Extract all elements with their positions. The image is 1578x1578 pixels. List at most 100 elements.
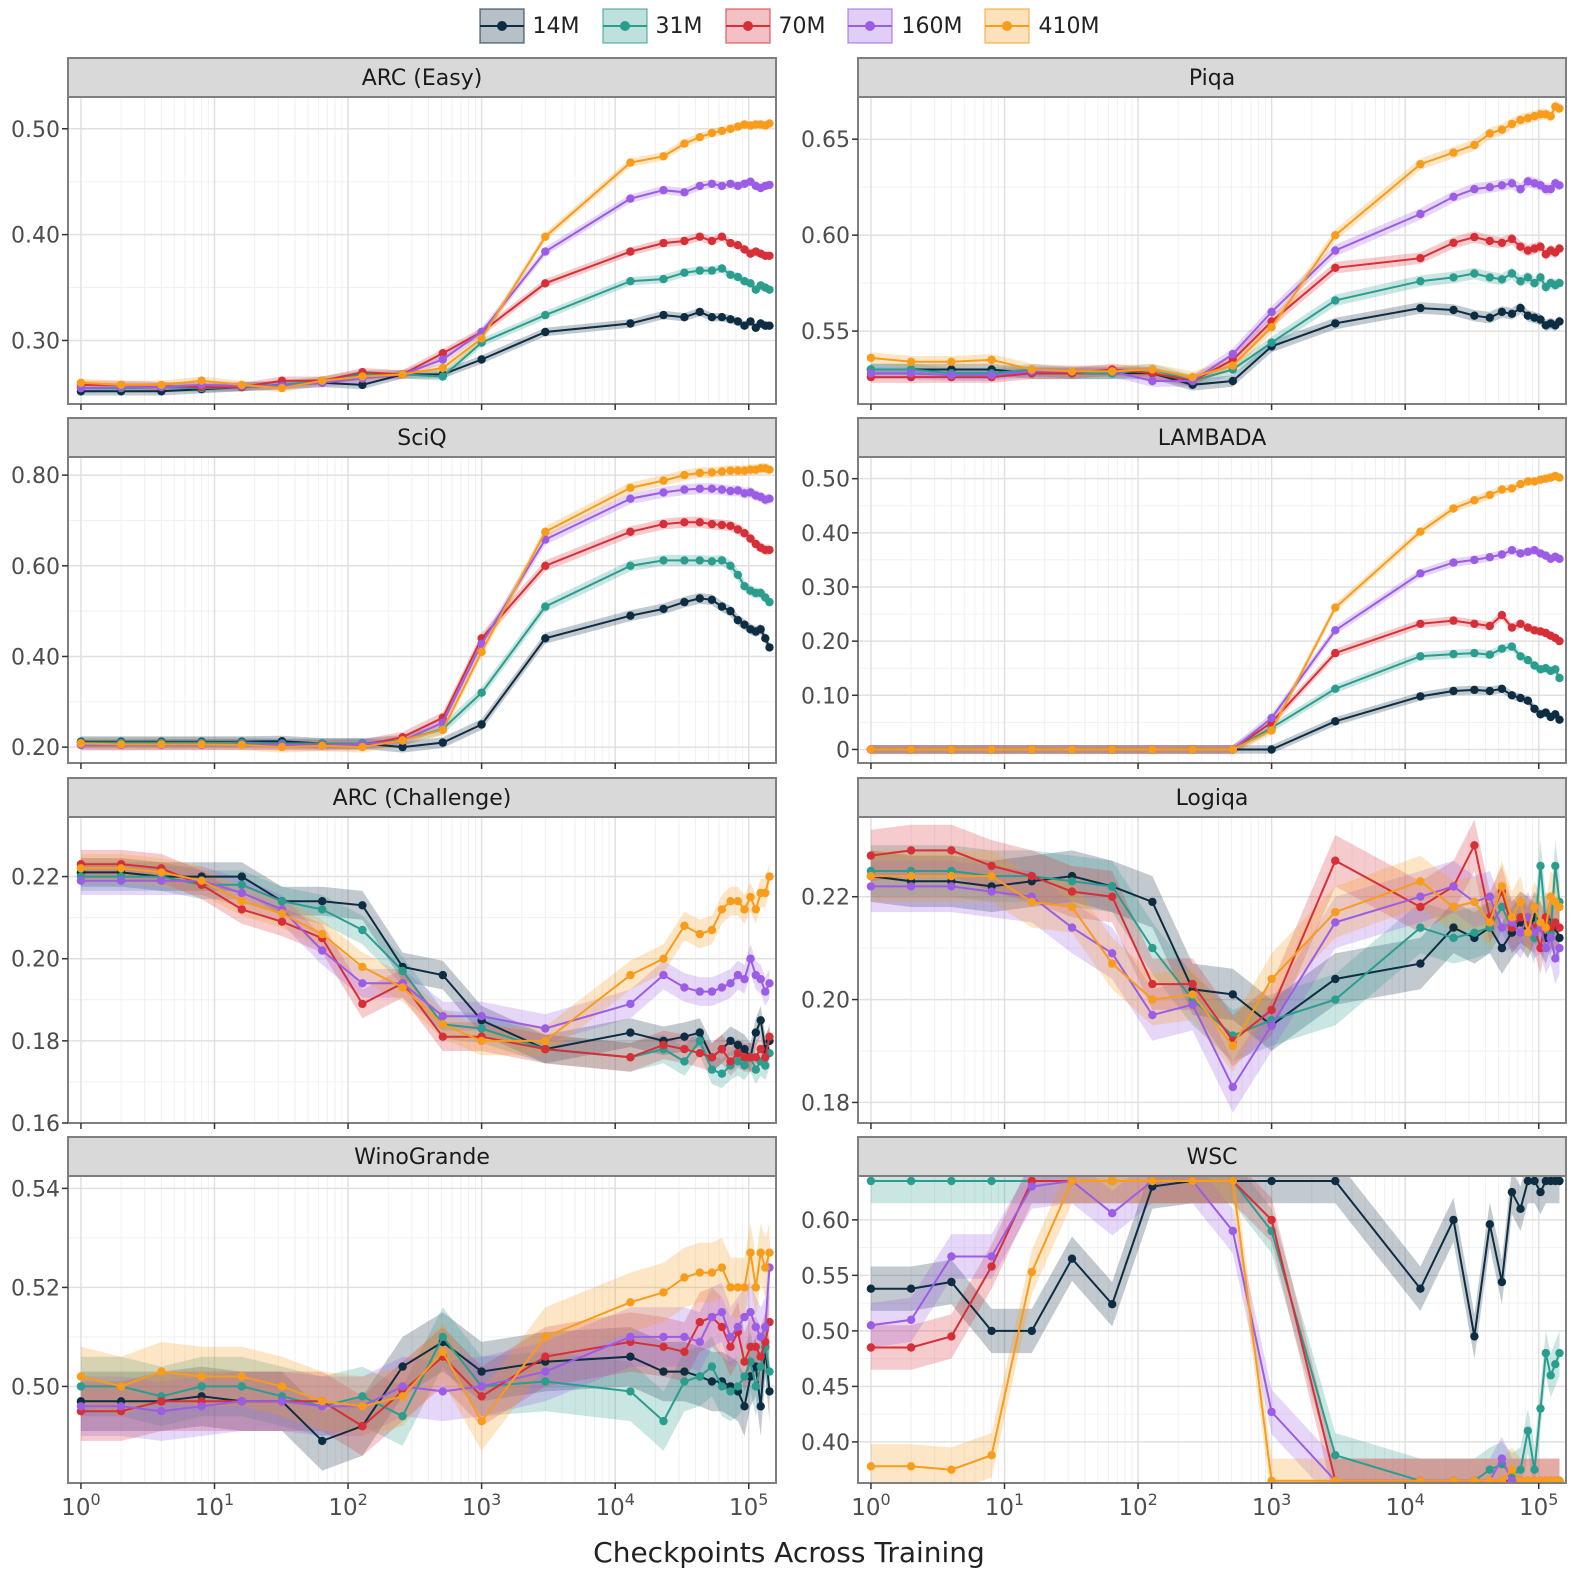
- data-point-410m: [277, 742, 287, 752]
- data-point-160m: [1523, 913, 1533, 922]
- data-point-410m: [438, 1020, 447, 1029]
- data-point-410m: [1470, 496, 1479, 505]
- data-point-160m: [695, 1337, 704, 1347]
- data-point-160m: [626, 1332, 635, 1342]
- data-point-31m: [746, 1357, 755, 1366]
- legend-entry-70m: 70M: [724, 8, 825, 44]
- data-point-160m: [947, 882, 956, 891]
- data-point-14m: [626, 611, 635, 620]
- data-point-160m: [1470, 184, 1479, 194]
- data-point-160m: [1416, 569, 1425, 578]
- data-point-70m: [157, 1397, 166, 1406]
- facet-title: LAMBADA: [1158, 426, 1267, 451]
- data-point-410m: [717, 1263, 727, 1272]
- data-point-410m: [438, 1347, 447, 1357]
- data-point-31m: [680, 268, 689, 277]
- data-point-31m: [680, 1377, 689, 1386]
- data-point-31m: [717, 264, 727, 273]
- data-point-31m: [1507, 642, 1517, 651]
- data-point-410m: [947, 357, 956, 366]
- data-point-160m: [906, 882, 916, 891]
- data-point-70m: [659, 1040, 668, 1050]
- data-point-160m: [751, 1322, 760, 1332]
- data-point-31m: [1497, 275, 1507, 284]
- data-point-160m: [1027, 1182, 1037, 1191]
- data-point-70m: [1331, 263, 1340, 272]
- data-point-14m: [680, 313, 689, 322]
- data-point-31m: [947, 1176, 956, 1186]
- data-point-410m: [947, 745, 956, 754]
- data-point-410m: [197, 1372, 206, 1381]
- y-tick-label: 0.18: [11, 1030, 60, 1055]
- data-point-14m: [756, 625, 765, 634]
- y-tick-label: 0.20: [801, 989, 850, 1014]
- data-point-410m: [726, 124, 735, 133]
- legend-entry-14m: 14M: [478, 8, 580, 44]
- x-tick-label: 101: [195, 1490, 234, 1521]
- data-point-410m: [659, 1288, 668, 1297]
- data-point-70m: [358, 999, 367, 1009]
- data-point-14m: [398, 742, 407, 752]
- panel-arc-easy: ARC (Easy) 0.30 0.40 0.50: [11, 57, 777, 410]
- data-point-31m: [1516, 652, 1525, 661]
- data-point-410m: [717, 126, 727, 136]
- data-point-410m: [1555, 1476, 1564, 1483]
- data-point-410m: [733, 122, 743, 131]
- data-point-160m: [1497, 1454, 1507, 1463]
- x-tick-label: 104: [595, 1490, 634, 1521]
- data-point-31m: [477, 1024, 486, 1033]
- data-point-70m: [947, 1332, 956, 1341]
- data-point-160m: [1331, 918, 1340, 927]
- data-point-410m: [695, 1268, 704, 1277]
- ci-band-160m: [870, 860, 1560, 1113]
- data-point-14m: [680, 1367, 689, 1376]
- data-point-160m: [746, 1308, 755, 1317]
- data-point-31m: [695, 1372, 704, 1381]
- data-point-14m: [1148, 897, 1157, 907]
- data-point-14m: [1449, 1215, 1458, 1225]
- data-point-70m: [707, 236, 717, 246]
- data-point-410m: [707, 1268, 717, 1277]
- data-point-410m: [680, 139, 689, 148]
- data-point-410m: [659, 954, 668, 963]
- y-tick-label: 0: [836, 738, 850, 763]
- data-point-14m: [707, 1377, 717, 1386]
- data-point-160m: [1507, 179, 1517, 188]
- data-point-410m: [1027, 1267, 1037, 1277]
- data-point-410m: [1507, 1465, 1517, 1474]
- data-point-410m: [358, 372, 367, 381]
- data-point-160m: [726, 179, 735, 188]
- data-point-160m: [1516, 549, 1525, 558]
- data-point-410m: [1188, 1176, 1197, 1186]
- data-point-14m: [626, 1352, 635, 1361]
- data-point-410m: [695, 133, 704, 142]
- data-point-160m: [1485, 553, 1495, 562]
- data-point-160m: [1507, 546, 1517, 555]
- data-point-410m: [761, 888, 770, 898]
- data-point-160m: [76, 1402, 86, 1411]
- data-point-70m: [756, 1352, 765, 1361]
- data-point-31m: [1523, 1426, 1533, 1436]
- data-point-70m: [541, 1044, 550, 1054]
- data-point-160m: [726, 1332, 735, 1342]
- data-point-31m: [626, 561, 635, 570]
- y-tick-label: 0.20: [11, 948, 60, 973]
- data-point-410m: [477, 1416, 486, 1426]
- data-point-410m: [756, 1248, 765, 1257]
- data-point-410m: [1331, 231, 1340, 240]
- data-point-70m: [1267, 1215, 1276, 1225]
- data-point-14m: [1497, 943, 1507, 953]
- ci-band-410m: [870, 100, 1560, 383]
- data-point-410m: [1523, 1476, 1533, 1483]
- ci-band-14m: [870, 850, 1560, 1051]
- data-point-410m: [717, 905, 727, 914]
- data-point-410m: [76, 739, 86, 748]
- y-tick-label: 0.60: [801, 1209, 850, 1234]
- data-point-70m: [695, 232, 704, 241]
- data-point-160m: [987, 371, 996, 380]
- data-point-160m: [1485, 183, 1495, 192]
- data-point-160m: [1449, 192, 1458, 201]
- data-point-160m: [765, 979, 774, 988]
- data-point-160m: [866, 882, 876, 891]
- y-tick-label: 0.20: [11, 736, 60, 761]
